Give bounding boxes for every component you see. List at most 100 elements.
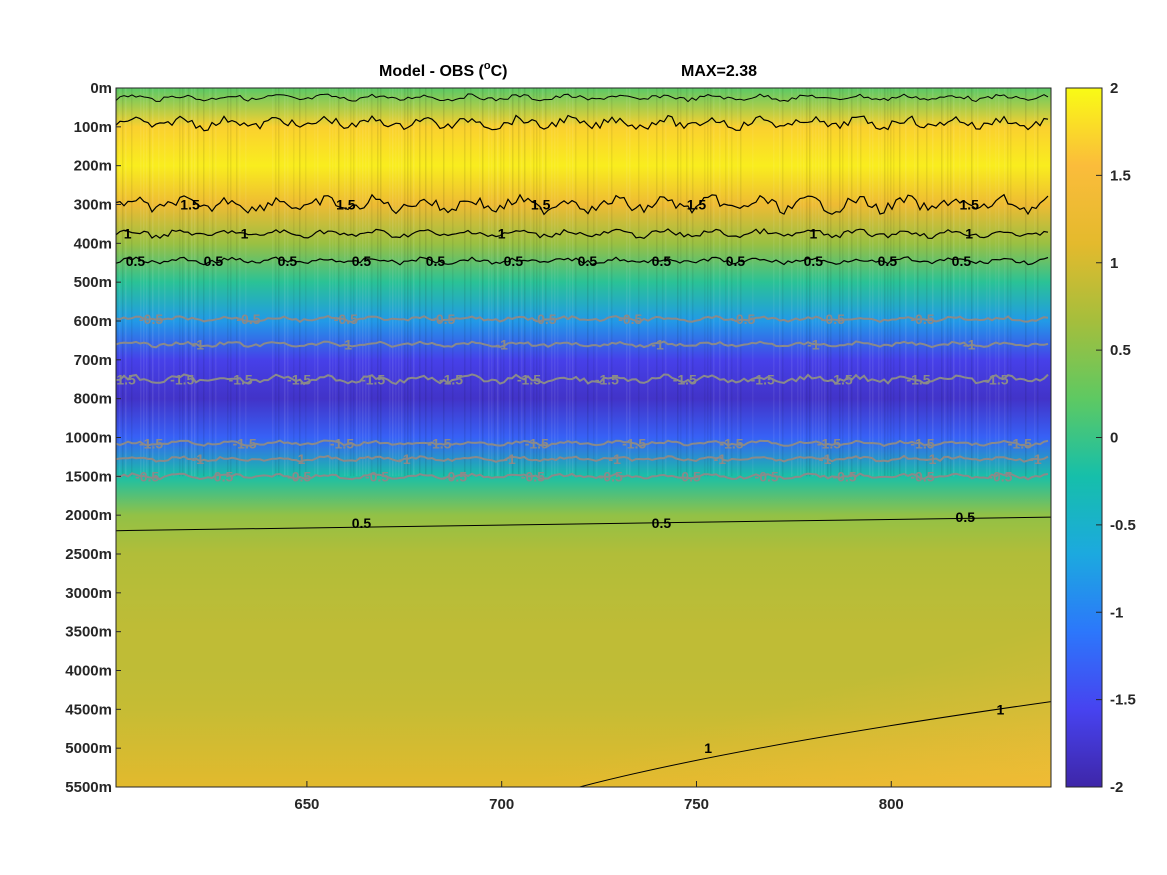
contour-label: -0.5 xyxy=(236,311,260,327)
contour-label: -0.5 xyxy=(287,468,311,484)
noise-stripe xyxy=(419,88,421,477)
colorbar-tick-label: -1 xyxy=(1110,604,1123,621)
contour-line-1 xyxy=(116,227,1049,240)
contour-label: -1.5 xyxy=(622,435,646,451)
x-axis: 650 700 750 800 xyxy=(294,781,904,813)
noise-stripe xyxy=(884,88,886,477)
contour-label: -0.5 xyxy=(443,468,467,484)
contour-label: -1.5 xyxy=(595,371,619,387)
noise-stripe xyxy=(536,88,538,477)
noise-stripe xyxy=(362,88,364,477)
noise-stripe xyxy=(587,88,589,477)
noise-stripe xyxy=(392,88,394,477)
noise-stripe xyxy=(707,88,709,477)
contour-label: -0.5 xyxy=(677,468,701,484)
y-tick-label: 5000m xyxy=(65,740,112,757)
noise-stripe xyxy=(566,88,568,477)
noise-stripe xyxy=(410,88,412,477)
noise-stripe xyxy=(815,88,817,477)
noise-stripe xyxy=(185,88,187,477)
contour-label: -1.5 xyxy=(233,435,257,451)
contour-label: 0.5 xyxy=(652,253,672,269)
noise-stripe xyxy=(998,88,1000,477)
noise-stripe xyxy=(305,88,307,477)
noise-stripe xyxy=(638,88,640,477)
contour-line-neg-1-deep xyxy=(116,454,1049,463)
noise-stripe xyxy=(299,88,301,477)
noise-stripe xyxy=(338,88,340,477)
contour-line-near-surface xyxy=(116,93,1049,103)
noise-stripe xyxy=(575,88,577,477)
y-tick-label: 300m xyxy=(74,197,112,214)
noise-stripe xyxy=(557,88,559,477)
noise-stripe xyxy=(482,88,484,477)
noise-stripe xyxy=(737,88,739,477)
colorbar-tick-label: 0.5 xyxy=(1110,342,1131,359)
noise-stripe xyxy=(503,88,505,477)
noise-stripe xyxy=(869,88,871,477)
noise-stripe xyxy=(524,88,526,477)
contour-label: -1.5 xyxy=(817,435,841,451)
noise-stripe xyxy=(293,88,295,477)
contour-label: 0.5 xyxy=(426,253,446,269)
contour-label: -1.5 xyxy=(719,435,743,451)
noise-stripe xyxy=(686,88,688,477)
contour-label: 0.5 xyxy=(578,253,598,269)
noise-stripe xyxy=(464,88,466,477)
noise-stripe xyxy=(389,88,391,477)
contour-label: -0.5 xyxy=(821,311,845,327)
contour-label: 0.5 xyxy=(652,515,672,531)
contour-label: 1 xyxy=(124,226,132,242)
noise-stripe xyxy=(611,88,613,477)
noise-stripe xyxy=(965,88,967,477)
noise-stripe xyxy=(809,88,811,477)
y-tick-label: 4000m xyxy=(65,663,112,680)
noise-stripe xyxy=(377,88,379,477)
noise-stripe xyxy=(371,88,373,477)
contour-label: -1.5 xyxy=(170,371,194,387)
contour-line-2 xyxy=(116,114,1049,132)
contour-label: -0.5 xyxy=(910,468,934,484)
noise-stripe xyxy=(332,88,334,477)
noise-stripe xyxy=(122,88,124,477)
contour-line-deep-1 xyxy=(579,701,1051,787)
noise-stripe xyxy=(806,88,808,477)
y-tick-label: 1000m xyxy=(65,430,112,447)
contour-label: -1.5 xyxy=(287,371,311,387)
colorbar-tick-label: 1 xyxy=(1110,255,1118,272)
contour-label: -0.5 xyxy=(832,468,856,484)
noise-stripe xyxy=(656,88,658,477)
noise-stripe xyxy=(941,88,943,477)
noise-stripe xyxy=(899,88,901,477)
noise-stripe xyxy=(500,88,502,477)
noise-stripe xyxy=(197,88,199,477)
y-tick-label: 100m xyxy=(74,119,112,136)
contour-label: 0.5 xyxy=(952,253,972,269)
noise-stripe xyxy=(452,88,454,477)
contour-line-neg-0-5 xyxy=(116,315,1049,324)
noise-stripe xyxy=(959,88,961,477)
noise-stripe xyxy=(647,88,649,477)
noise-stripe xyxy=(497,88,499,477)
noise-stripe xyxy=(830,88,832,477)
noise-stripe xyxy=(491,88,493,477)
noise-stripe xyxy=(731,88,733,477)
noise-stripe xyxy=(953,88,955,477)
y-tick-label: 3000m xyxy=(65,585,112,602)
noise-stripe xyxy=(488,88,490,477)
contour-label: -1.5 xyxy=(910,435,934,451)
contour-label: -1 xyxy=(963,336,976,352)
contour-label: -0.5 xyxy=(599,468,623,484)
noise-stripe xyxy=(932,88,934,477)
noise-stripe xyxy=(689,88,691,477)
contour-label: -1 xyxy=(807,336,820,352)
noise-stripe xyxy=(365,88,367,477)
noise-stripe xyxy=(398,88,400,477)
colorbar-tick-label: 1.5 xyxy=(1110,167,1131,184)
noise-stripe xyxy=(194,88,196,477)
contour-label: 1 xyxy=(809,226,817,242)
noise-stripe xyxy=(407,88,409,477)
noise-stripe xyxy=(125,88,127,477)
y-tick-label: 1500m xyxy=(65,468,112,485)
contour-label: -0.5 xyxy=(755,468,779,484)
